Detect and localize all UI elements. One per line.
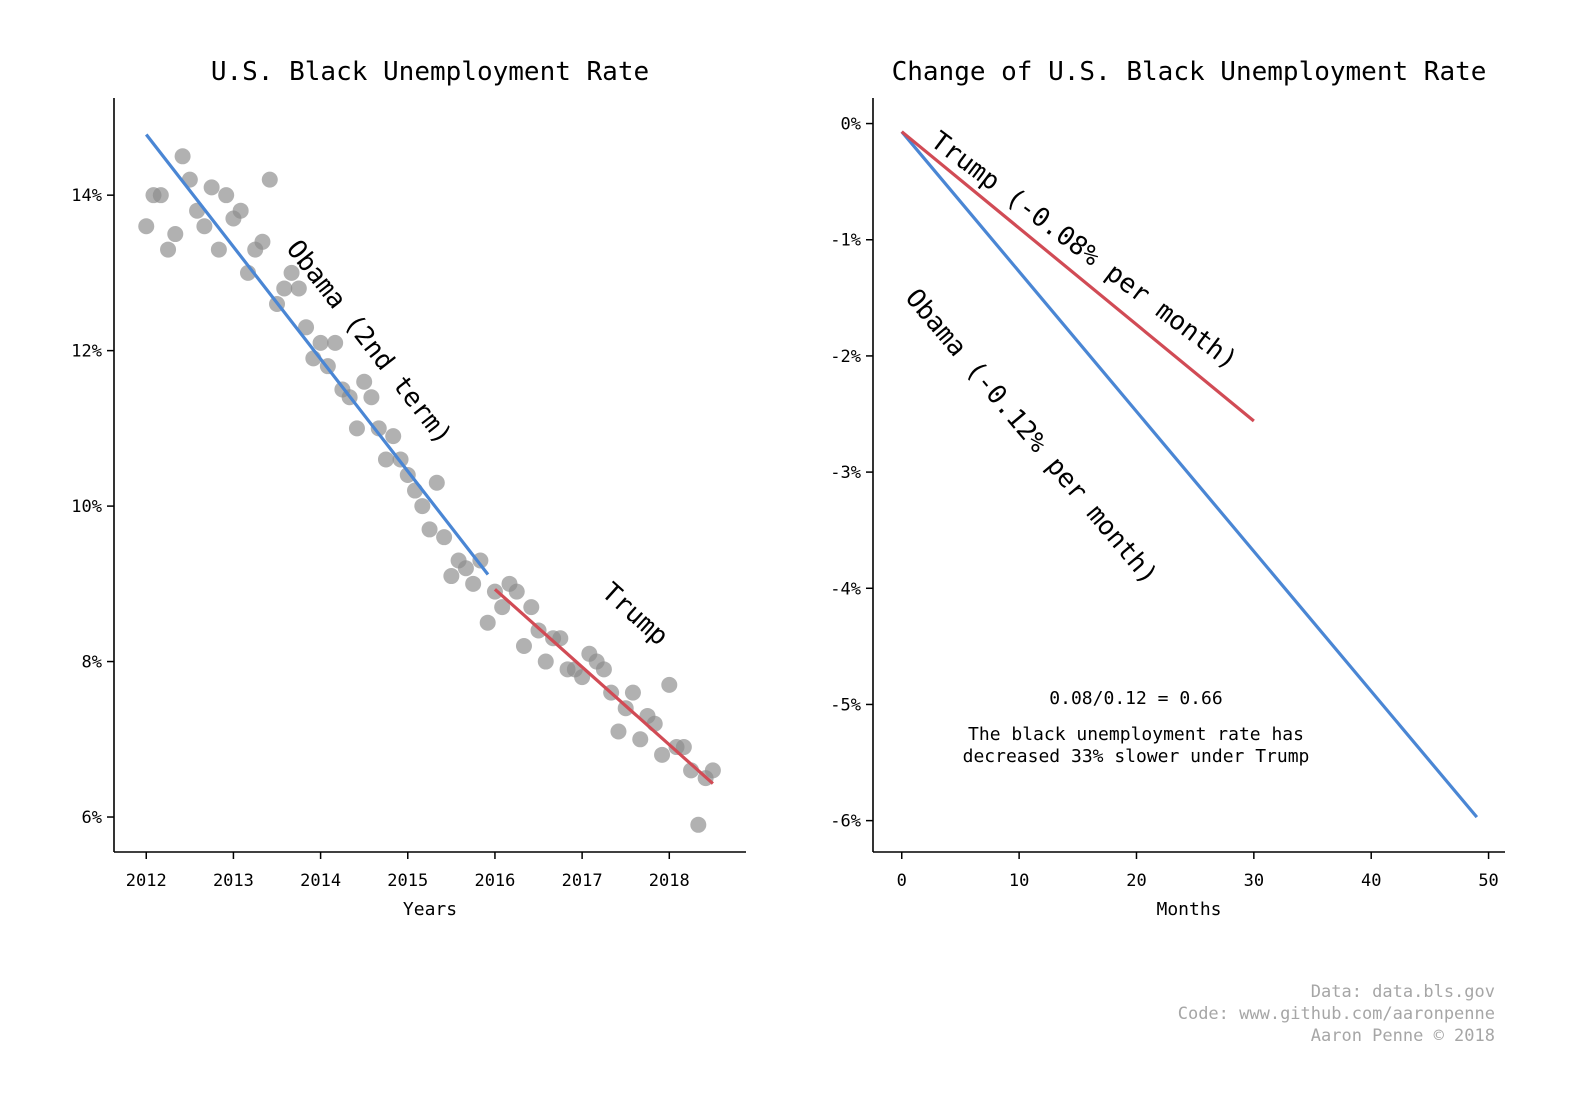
data-point: [523, 599, 540, 616]
right-x-tick-label: 0: [897, 871, 907, 891]
right-chart-title: Change of U.S. Black Unemployment Rate: [892, 57, 1487, 87]
data-point: [494, 599, 511, 616]
data-point: [377, 451, 394, 468]
credit-code-link: Code: www.github.com/aaronpenne: [1178, 1004, 1495, 1024]
right-y-tick-label: 0%: [841, 115, 861, 135]
summary-note-line2: decreased 33% slower under Trump: [963, 746, 1310, 767]
data-point: [421, 521, 438, 538]
data-point: [385, 428, 402, 445]
data-point: [632, 731, 649, 748]
right-y-tick-label: -3%: [830, 463, 861, 483]
left-x-tick-label: 2017: [562, 871, 603, 891]
left-y-tick-label: 10%: [71, 497, 102, 517]
black-unemployment-rate-chart: U.S. Black Unemployment Rate 2012 2013 201…: [71, 57, 746, 920]
data-point: [508, 583, 525, 600]
data-point: [704, 762, 721, 779]
data-point: [327, 334, 344, 351]
left-chart-title: U.S. Black Unemployment Rate: [211, 57, 649, 87]
data-point: [515, 638, 532, 655]
data-point: [486, 583, 503, 600]
change-of-unemployment-rate-chart: Change of U.S. Black Unemployment Rate 0…: [830, 57, 1505, 920]
data-point: [675, 739, 692, 756]
right-x-tick-label: 10: [1009, 871, 1029, 891]
data-point: [283, 264, 300, 281]
data-point: [595, 661, 612, 678]
data-point: [167, 226, 184, 243]
left-y-tick-label: 12%: [71, 342, 102, 362]
ratio-note: 0.08/0.12 = 0.66: [1049, 688, 1222, 709]
data-point: [407, 482, 424, 499]
right-y-tick-label: -6%: [830, 812, 861, 832]
left-x-tick-label: 2015: [387, 871, 428, 891]
right-y-tick-label: -4%: [830, 579, 861, 599]
data-point: [436, 529, 453, 546]
right-x-tick-label: 30: [1244, 871, 1264, 891]
summary-note-line1: The black unemployment rate has: [968, 724, 1304, 745]
data-point: [479, 614, 496, 631]
trump-annotation: Trump: [596, 577, 674, 652]
left-x-axis-label: Years: [403, 899, 457, 920]
obama-trend-line: [144, 133, 490, 576]
data-point: [624, 684, 641, 701]
data-point: [428, 474, 445, 491]
left-x-tick-label: 2013: [213, 871, 254, 891]
left-x-tick-label: 2016: [474, 871, 515, 891]
left-y-tick-label: 6%: [82, 808, 102, 828]
data-point: [356, 373, 373, 390]
trump-trend-line: [493, 588, 714, 785]
right-x-tick-label: 50: [1478, 871, 1498, 891]
data-point: [414, 498, 431, 515]
data-point: [232, 202, 249, 219]
data-point: [646, 715, 663, 732]
data-point: [196, 218, 213, 235]
obama-annotation: Obama (-0.12% per month): [899, 283, 1163, 590]
data-point: [465, 575, 482, 592]
data-point: [370, 420, 387, 437]
data-point: [210, 241, 227, 258]
data-point: [348, 420, 365, 437]
data-point: [261, 171, 278, 188]
left-x-tick-label: 2014: [300, 871, 341, 891]
trump-annotation: Trump (-0.08% per month): [925, 126, 1243, 376]
data-point: [610, 723, 627, 740]
data-point: [290, 280, 307, 297]
left-y-tick-label: 14%: [71, 186, 102, 206]
trump-change-line: [900, 130, 1255, 423]
left-x-tick-label: 2012: [126, 871, 167, 891]
right-x-tick-label: 20: [1126, 871, 1146, 891]
credits: Data: data.bls.gov Code: www.github.com/…: [1178, 982, 1495, 1046]
data-point: [574, 669, 591, 686]
credit-data-source: Data: data.bls.gov: [1311, 982, 1495, 1002]
data-point: [690, 816, 707, 833]
data-point: [174, 148, 191, 165]
credit-author: Aaron Penne © 2018: [1311, 1026, 1495, 1046]
data-point: [312, 334, 329, 351]
data-point: [276, 280, 293, 297]
data-point: [203, 179, 220, 196]
data-point: [443, 568, 460, 585]
data-point: [152, 187, 169, 204]
data-point: [661, 676, 678, 693]
data-point: [254, 233, 271, 250]
left-x-tick-label: 2018: [649, 871, 690, 891]
data-point: [399, 467, 416, 483]
left-y-tick-label: 8%: [82, 653, 102, 673]
right-y-tick-label: -5%: [830, 695, 861, 715]
data-point: [363, 389, 380, 406]
right-x-tick-label: 40: [1361, 871, 1381, 891]
data-point: [160, 241, 177, 258]
data-point: [654, 746, 671, 763]
data-point: [537, 653, 554, 670]
right-x-axis-label: Months: [1156, 899, 1221, 920]
obama-change-line: [900, 130, 1479, 819]
data-point: [298, 319, 315, 336]
right-y-tick-label: -1%: [830, 231, 861, 251]
data-point: [457, 560, 474, 577]
data-point: [472, 552, 489, 569]
data-point: [138, 218, 155, 235]
right-y-tick-label: -2%: [830, 347, 861, 367]
data-point: [218, 187, 235, 204]
